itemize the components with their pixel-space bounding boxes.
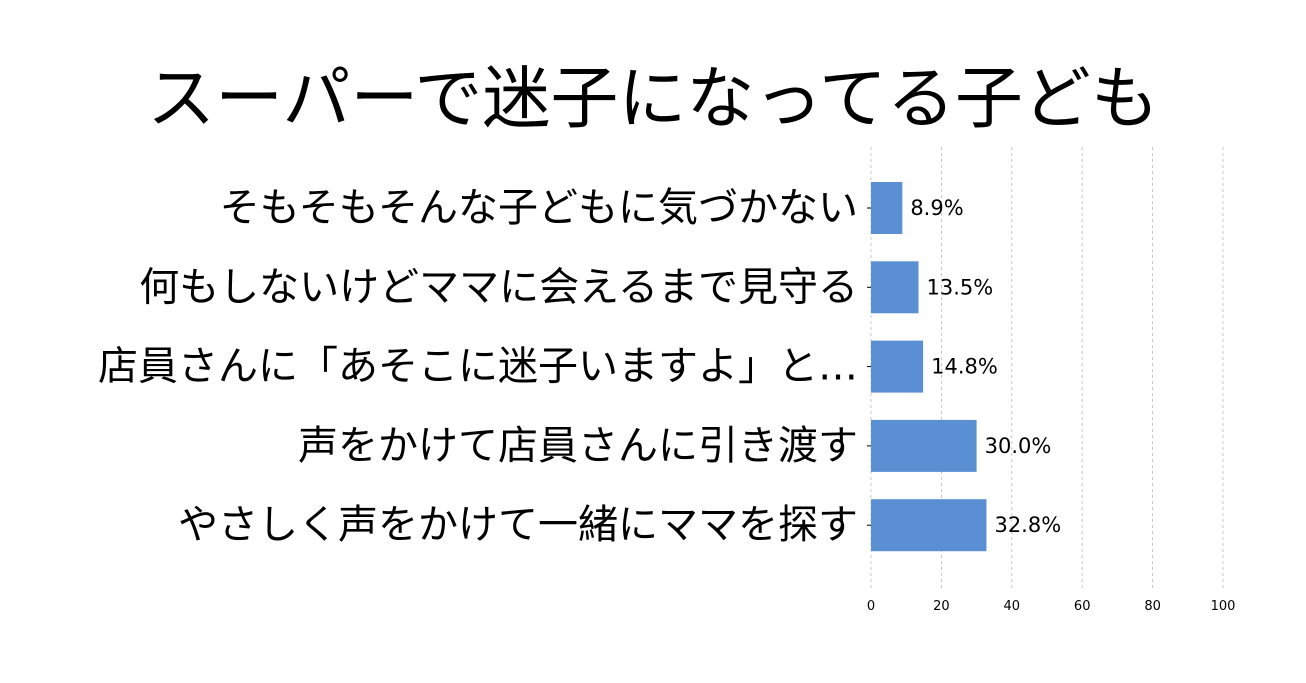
value-label-4: 32.8% [994,513,1061,537]
x-tick-label-100: 100 [1211,599,1236,614]
value-label-2: 14.8% [931,355,998,379]
labels-group: そもそもそんな子どもに気づかない 8.9% 何もしないけどママに会えるまで見守る 13… [98,185,1061,548]
category-label-0: そもそもそんな子どもに気づかない [220,185,858,231]
bar-1 [871,261,919,314]
bar-4 [871,499,987,552]
bar-3 [871,419,977,472]
category-label-4: やさしく声をかけて一緒にママを探す [178,502,858,548]
x-tick-label-80: 80 [1144,599,1161,614]
x-tick-label-60: 60 [1074,599,1091,614]
x-tick-label-20: 20 [933,599,950,614]
bar-0 [871,182,903,234]
value-label-1: 13.5% [927,275,994,299]
value-label-0: 8.9% [910,196,963,220]
category-label-1: 何もしないけどママに会えるまで見守る [139,264,858,310]
bars-group [871,182,987,552]
chart-title: スーパーで迷子になってる子ども [147,60,1159,139]
value-label-3: 30.0% [985,434,1052,458]
x-axis-ticks: 0 20 40 60 80 100 [867,207,1236,614]
x-tick-label-0: 0 [867,599,875,614]
x-tick-label-40: 40 [1004,599,1021,614]
category-label-2: 店員さんに「あそこに迷子いますよ」と… [98,344,858,390]
category-label-3: 声をかけて店員さんに引き渡す [298,423,858,469]
bar-2 [871,340,924,393]
